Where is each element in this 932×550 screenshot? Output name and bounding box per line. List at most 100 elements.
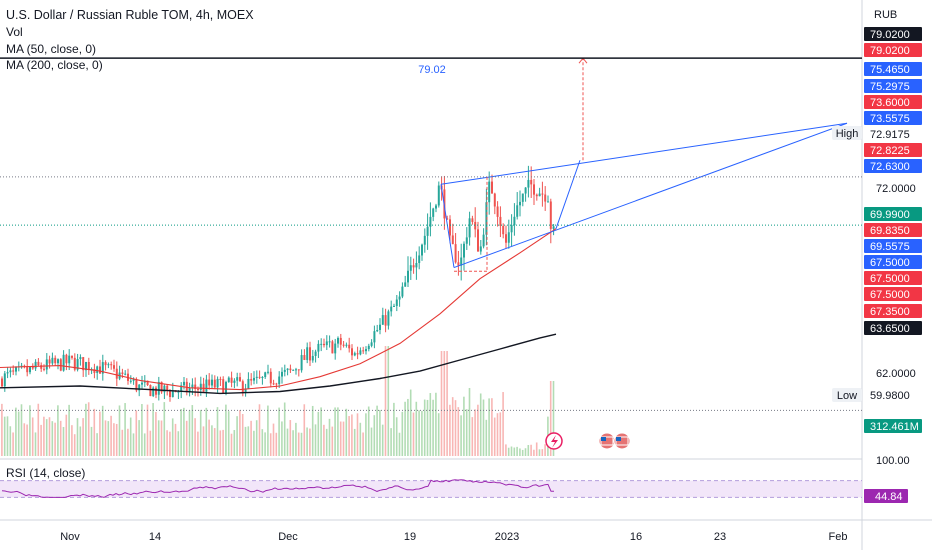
candle-body — [199, 383, 202, 390]
volume-bar — [524, 448, 527, 456]
candle-body — [538, 193, 541, 197]
candle-body — [29, 366, 31, 373]
candle-body — [93, 368, 96, 373]
volume-bar — [390, 428, 392, 456]
volume-bar — [278, 407, 280, 456]
volume-bar — [115, 423, 118, 456]
candle-body — [524, 187, 527, 194]
ma50-legend[interactable]: MA (50, close, 0) — [6, 42, 97, 56]
candle-body — [348, 344, 351, 349]
candle-body — [149, 385, 152, 397]
volume-bar — [216, 407, 219, 456]
volume-bar — [398, 432, 401, 456]
price-tag: 67.5000 — [870, 273, 910, 285]
candle-body — [264, 372, 267, 378]
candle-body — [82, 357, 85, 371]
volume-bar — [118, 405, 121, 456]
candle-body — [99, 366, 101, 374]
candle-body — [325, 341, 328, 346]
volume-bar — [43, 416, 45, 456]
candle-body — [516, 205, 519, 217]
volume-bar — [376, 405, 378, 456]
candle-body — [68, 355, 71, 364]
us-flag-canton-0 — [601, 437, 606, 441]
volume-bar — [283, 402, 286, 456]
candle-body — [460, 257, 463, 266]
moving-averages — [0, 228, 557, 395]
candle-body — [437, 185, 440, 206]
volume-bar — [138, 420, 140, 456]
symbol-title[interactable]: U.S. Dollar / Russian Ruble TOM, 4h, MOE… — [6, 8, 254, 22]
volume-bar — [412, 412, 415, 456]
candle-body — [362, 350, 365, 352]
candle-body — [57, 359, 59, 364]
ma200-legend[interactable]: MA (200, close, 0) — [6, 58, 103, 72]
volume-bar — [429, 393, 432, 456]
volume-bar — [468, 387, 471, 456]
volume-bar — [404, 401, 406, 456]
candle-body — [289, 368, 292, 371]
candle-body — [250, 378, 253, 381]
volume-bar — [177, 431, 180, 456]
volume-bar — [87, 402, 90, 456]
volume-bar — [426, 399, 429, 456]
candle-body — [258, 376, 261, 378]
price-tag-bg — [864, 255, 922, 269]
volume-bar — [40, 424, 42, 456]
price-tag: 72.9175 — [870, 129, 910, 141]
candle-body — [71, 355, 73, 358]
volume-bar — [533, 449, 535, 456]
rsi-legend[interactable]: RSI (14, close) — [6, 466, 86, 480]
volume-bar — [185, 420, 188, 456]
candle-body — [549, 201, 552, 229]
volume-bar — [146, 404, 149, 456]
volume-bar — [45, 419, 48, 456]
volume-bar — [230, 433, 233, 456]
rsi-value: 44.84 — [875, 491, 903, 503]
price-tag-bg — [864, 79, 922, 93]
price-unit: RUB — [874, 9, 897, 21]
candle-body — [216, 378, 219, 388]
candle-body — [255, 376, 258, 378]
candle-body — [314, 351, 317, 356]
volume-bar — [367, 406, 370, 456]
candle-body — [188, 387, 191, 392]
candle-body — [211, 379, 213, 386]
candle-body — [15, 367, 17, 372]
breakout-path — [555, 160, 581, 229]
volume-bar — [34, 432, 37, 456]
volume-bar — [384, 346, 387, 456]
candle-body — [247, 378, 250, 389]
candle-body — [101, 362, 104, 374]
volume-bar — [211, 425, 213, 456]
candle-body — [104, 362, 107, 366]
candle-body — [527, 179, 530, 188]
volume-bar — [339, 421, 342, 456]
candle-body — [115, 368, 118, 379]
volume-bar — [345, 408, 348, 456]
candle-body — [412, 265, 415, 268]
volume-bar — [135, 410, 138, 456]
volume-bar — [3, 416, 6, 456]
candle-body — [278, 376, 281, 385]
volume-bar — [180, 409, 182, 456]
candle-body — [113, 365, 115, 369]
candle-body — [253, 377, 255, 381]
volume-bar — [244, 426, 247, 456]
volume-bar — [65, 414, 68, 456]
volume-bar — [351, 414, 353, 456]
volume-bar — [387, 346, 390, 456]
volume-bar — [219, 430, 222, 456]
candle-body — [320, 343, 323, 345]
candle-body — [356, 353, 359, 355]
price-tag: 75.2975 — [870, 81, 910, 93]
price-tag-bg — [864, 304, 922, 318]
candle-body — [404, 282, 407, 287]
volume-bar — [530, 444, 532, 456]
volume-bar — [317, 411, 320, 456]
event-icons[interactable] — [545, 432, 631, 450]
volume-bar — [485, 419, 488, 456]
volume-legend[interactable]: Vol — [6, 25, 23, 39]
volume-bar — [535, 442, 538, 456]
